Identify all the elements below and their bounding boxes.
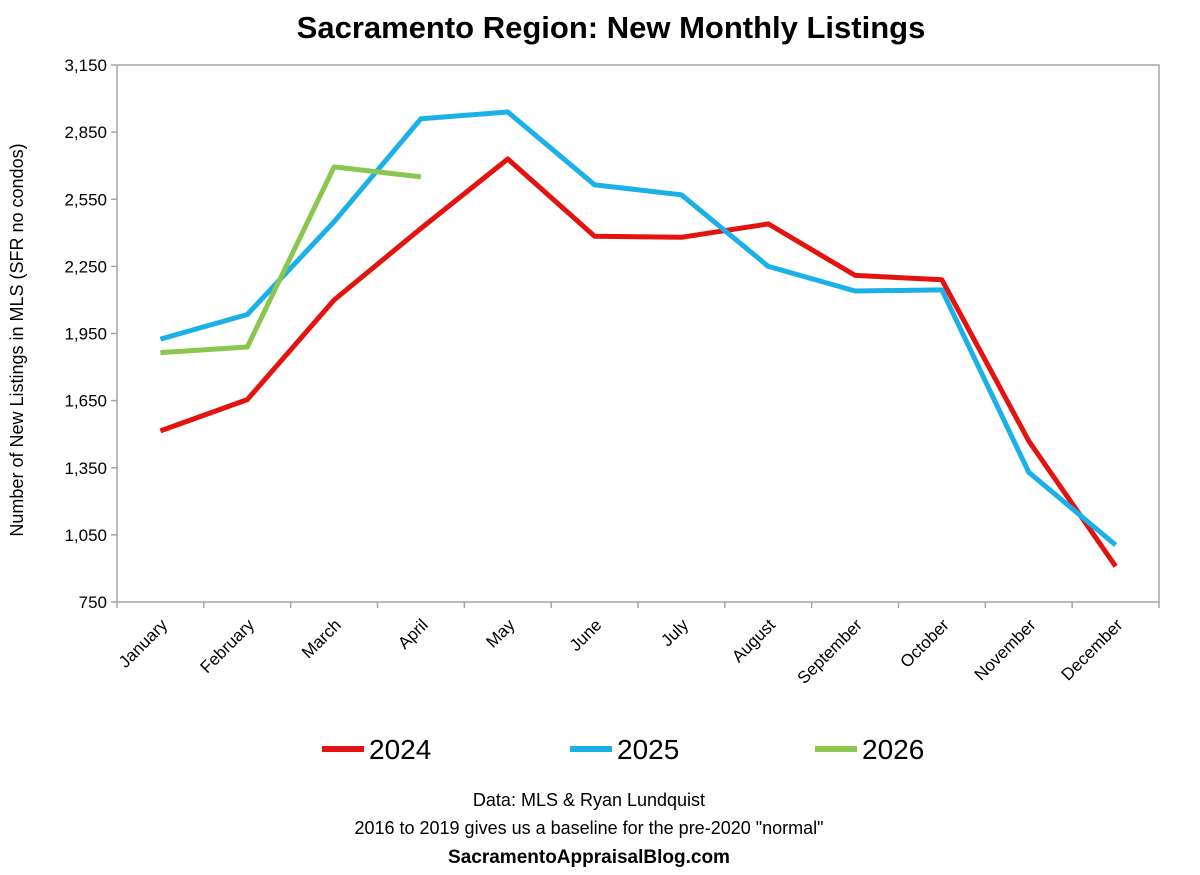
x-tick-label: February [197, 615, 259, 677]
x-tick-label: July [657, 615, 692, 650]
y-tick-label: 1,650 [64, 392, 107, 411]
series-line-2026 [160, 164, 422, 356]
y-tick-label: 1,350 [64, 459, 107, 478]
x-tick-label: March [298, 615, 345, 662]
plot-area [116, 64, 1160, 603]
x-tick-label: November [971, 615, 1040, 684]
x-tick-label: August [728, 615, 779, 666]
legend: 2024 2025 2026 [322, 734, 924, 765]
series-line-2025 [159, 109, 1118, 547]
legend-label-2024: 2024 [369, 734, 431, 765]
x-tick-label: June [566, 615, 606, 655]
legend-item-2024: 2024 [322, 734, 431, 765]
y-tick-label: 1,050 [64, 526, 107, 545]
series-line-2024 [159, 156, 1118, 568]
footer-website: SacramentoAppraisalBlog.com [448, 847, 730, 868]
y-tick-label: 3,150 [64, 56, 107, 75]
footer-note: 2016 to 2019 gives us a baseline for the… [354, 818, 823, 838]
x-tick-label: December [1058, 615, 1127, 684]
x-tick-label: April [394, 615, 431, 652]
legend-item-2026: 2026 [815, 734, 924, 765]
y-tick-label: 750 [79, 593, 107, 612]
footer-source: Data: MLS & Ryan Lundquist [473, 790, 705, 810]
x-tick-label: October [897, 615, 953, 671]
y-axis: 750 1,050 1,350 1,650 1,950 2,250 2,550 2,850 3,… [64, 56, 117, 612]
legend-label-2025: 2025 [617, 734, 679, 765]
y-tick-label: 1,950 [64, 325, 107, 344]
y-tick-label: 2,850 [64, 123, 107, 142]
legend-item-2025: 2025 [570, 734, 679, 765]
y-tick-label: 2,250 [64, 257, 107, 276]
y-tick-label: 2,550 [64, 190, 107, 209]
series-lines [159, 109, 1118, 568]
x-tick-label: May [482, 615, 518, 651]
legend-label-2026: 2026 [862, 734, 924, 765]
x-axis: January February March April May June July Augu… [115, 602, 1160, 688]
y-axis-label: Number of New Listings in MLS (SFR no co… [7, 143, 27, 536]
x-tick-label: September [794, 615, 866, 687]
chart-title: Sacramento Region: New Monthly Listings [297, 10, 926, 45]
x-tick-label: January [115, 615, 172, 672]
